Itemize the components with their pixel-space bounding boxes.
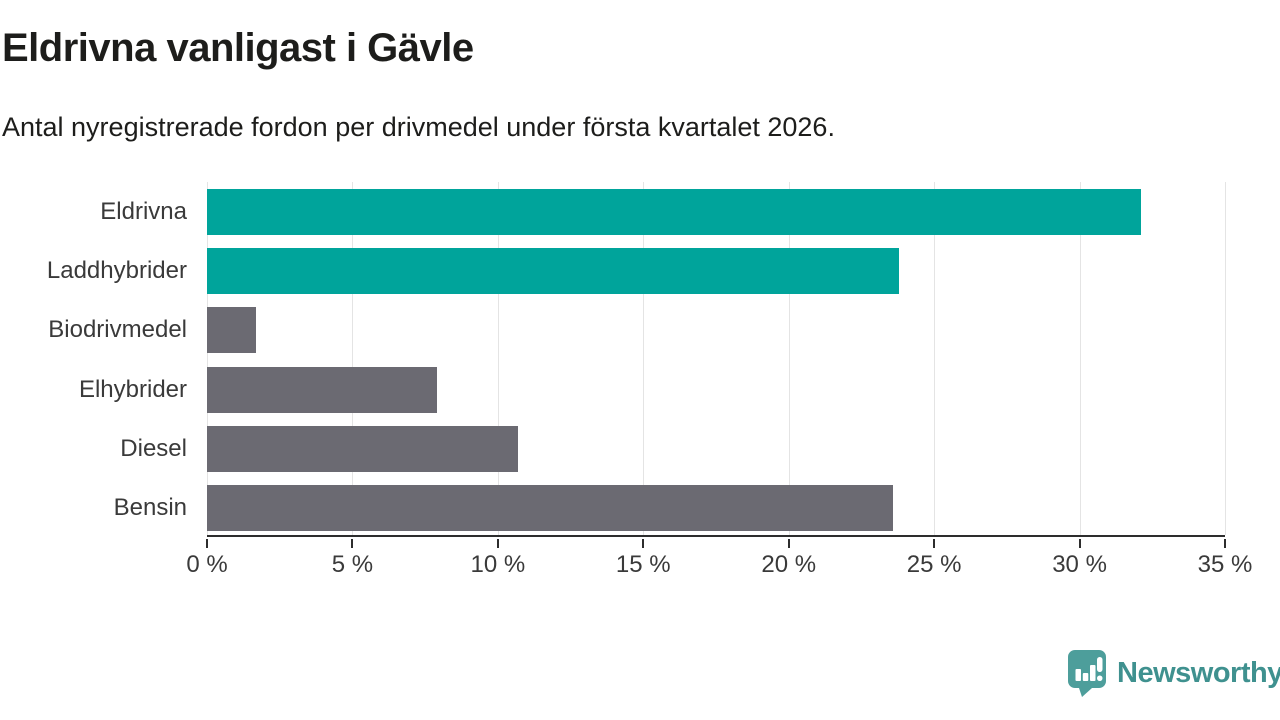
- category-label-laddhybrider: Laddhybrider: [46, 257, 187, 285]
- bar-laddhybrider: [207, 248, 900, 295]
- bar-eldrivna: [207, 189, 1141, 235]
- x-tick-10: [496, 539, 499, 548]
- plot-area: [207, 182, 1226, 537]
- gridline-35: [1225, 182, 1226, 535]
- newsworthy-logo-text: Newsworthy: [1117, 657, 1280, 689]
- y-axis-labels: Eldrivna Laddhybrider Biodrivmedel Elhybrid…: [0, 182, 207, 537]
- x-tick-label-20: 20 %: [761, 551, 817, 578]
- x-tick-35: [1224, 539, 1226, 548]
- newsworthy-logo-icon: [1068, 650, 1106, 697]
- category-label-elhybrider: Elhybrider: [78, 375, 187, 403]
- bar-elhybrider: [207, 366, 437, 413]
- x-tick-label-10: 10 %: [470, 551, 526, 578]
- gridline-25: [934, 182, 936, 535]
- category-label-bensin: Bensin: [113, 493, 187, 521]
- category-label-eldrivna: Eldrivna: [100, 198, 187, 225]
- gridline-30: [1079, 182, 1081, 535]
- chart-subtitle: Antal nyregistrerade fordon per drivmede…: [2, 112, 835, 142]
- gridline-15: [643, 182, 645, 535]
- x-tick-20: [787, 539, 790, 548]
- gridline-5: [352, 182, 354, 535]
- gridline-0: [207, 182, 208, 535]
- x-tick-30: [1078, 539, 1081, 548]
- x-tick-25: [933, 539, 936, 548]
- bar-diesel: [207, 425, 519, 472]
- x-tick-label-5: 5 %: [331, 551, 374, 578]
- x-axis: 0 % 5 % 10 % 15 % 20 % 25 % 30 % 35 %: [186, 539, 1252, 584]
- category-label-biodrivmedel: Biodrivmedel: [48, 316, 187, 344]
- x-tick-label-35: 35 %: [1197, 551, 1253, 578]
- newsworthy-logo: Newsworthy: [1068, 650, 1280, 697]
- bar-biodrivmedel: [207, 307, 257, 354]
- category-label-diesel: Diesel: [120, 434, 187, 462]
- x-tick-label-30: 30 %: [1052, 551, 1107, 578]
- gridline-20: [788, 182, 790, 535]
- x-tick-label-0: 0 %: [186, 551, 228, 578]
- chart-title: Eldrivna vanligast i Gävle: [2, 26, 474, 70]
- x-tick-label-25: 25 %: [906, 551, 962, 578]
- bar-bensin: [207, 484, 894, 531]
- gridline-10: [497, 182, 499, 535]
- x-tick-15: [642, 539, 645, 548]
- x-tick-0: [206, 539, 208, 548]
- x-tick-5: [351, 539, 354, 548]
- x-tick-label-15: 15 %: [615, 551, 671, 578]
